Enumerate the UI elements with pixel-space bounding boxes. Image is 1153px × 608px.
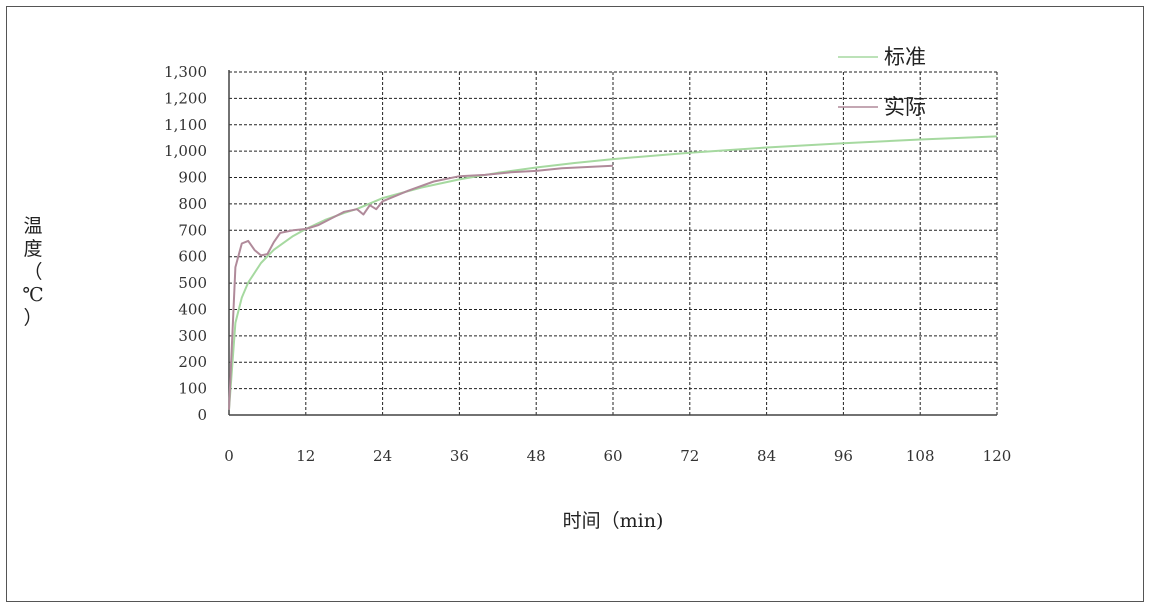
series-line-1 [228, 135, 998, 410]
y-tick-label: 600 [178, 248, 207, 266]
tick-labels: 01002003004005006007008009001,0001,1001,… [164, 63, 1011, 465]
y-axis-title-char: ） [23, 307, 42, 329]
y-tick-label: 100 [178, 380, 207, 398]
y-tick-label: 1,000 [164, 142, 207, 160]
chart-frame [6, 6, 1144, 602]
y-axis-title-char: ℃ [22, 284, 43, 306]
x-tick-label: 12 [296, 447, 315, 465]
legend-label-2: 实际 [884, 95, 926, 119]
y-tick-label: 700 [178, 221, 207, 239]
grid-lines [229, 71, 998, 415]
y-axis-title: 温度（℃） [22, 215, 43, 329]
series-line-2 [228, 164, 614, 410]
x-tick-label: 0 [224, 447, 234, 465]
y-axis-title-char: 温 [23, 215, 42, 237]
x-tick-label: 60 [603, 447, 622, 465]
y-tick-label: 1,300 [164, 63, 207, 81]
y-tick-label: 200 [178, 353, 207, 371]
y-tick-label: 800 [178, 195, 207, 213]
y-tick-label: 900 [178, 169, 207, 187]
series-lines [228, 135, 998, 410]
y-tick-label: 500 [178, 274, 207, 292]
x-axis-title: 时间（min) [563, 510, 664, 532]
y-axis-title-char: （ [23, 261, 42, 283]
x-tick-label: 24 [373, 447, 392, 465]
y-tick-label: 1,200 [164, 89, 207, 107]
x-tick-label: 84 [757, 447, 776, 465]
y-tick-label: 400 [178, 300, 207, 318]
axes [228, 70, 997, 416]
y-axis-title-char: 度 [23, 238, 42, 260]
x-tick-label: 120 [983, 447, 1012, 465]
y-tick-label: 0 [197, 406, 207, 424]
y-tick-label: 300 [178, 327, 207, 345]
y-tick-label: 1,100 [164, 116, 207, 134]
x-tick-label: 36 [450, 447, 469, 465]
x-tick-label: 48 [527, 447, 546, 465]
x-tick-label: 72 [680, 447, 699, 465]
x-tick-label: 96 [834, 447, 853, 465]
x-tick-label: 108 [906, 447, 935, 465]
legend-label-1: 标准 [884, 45, 926, 69]
